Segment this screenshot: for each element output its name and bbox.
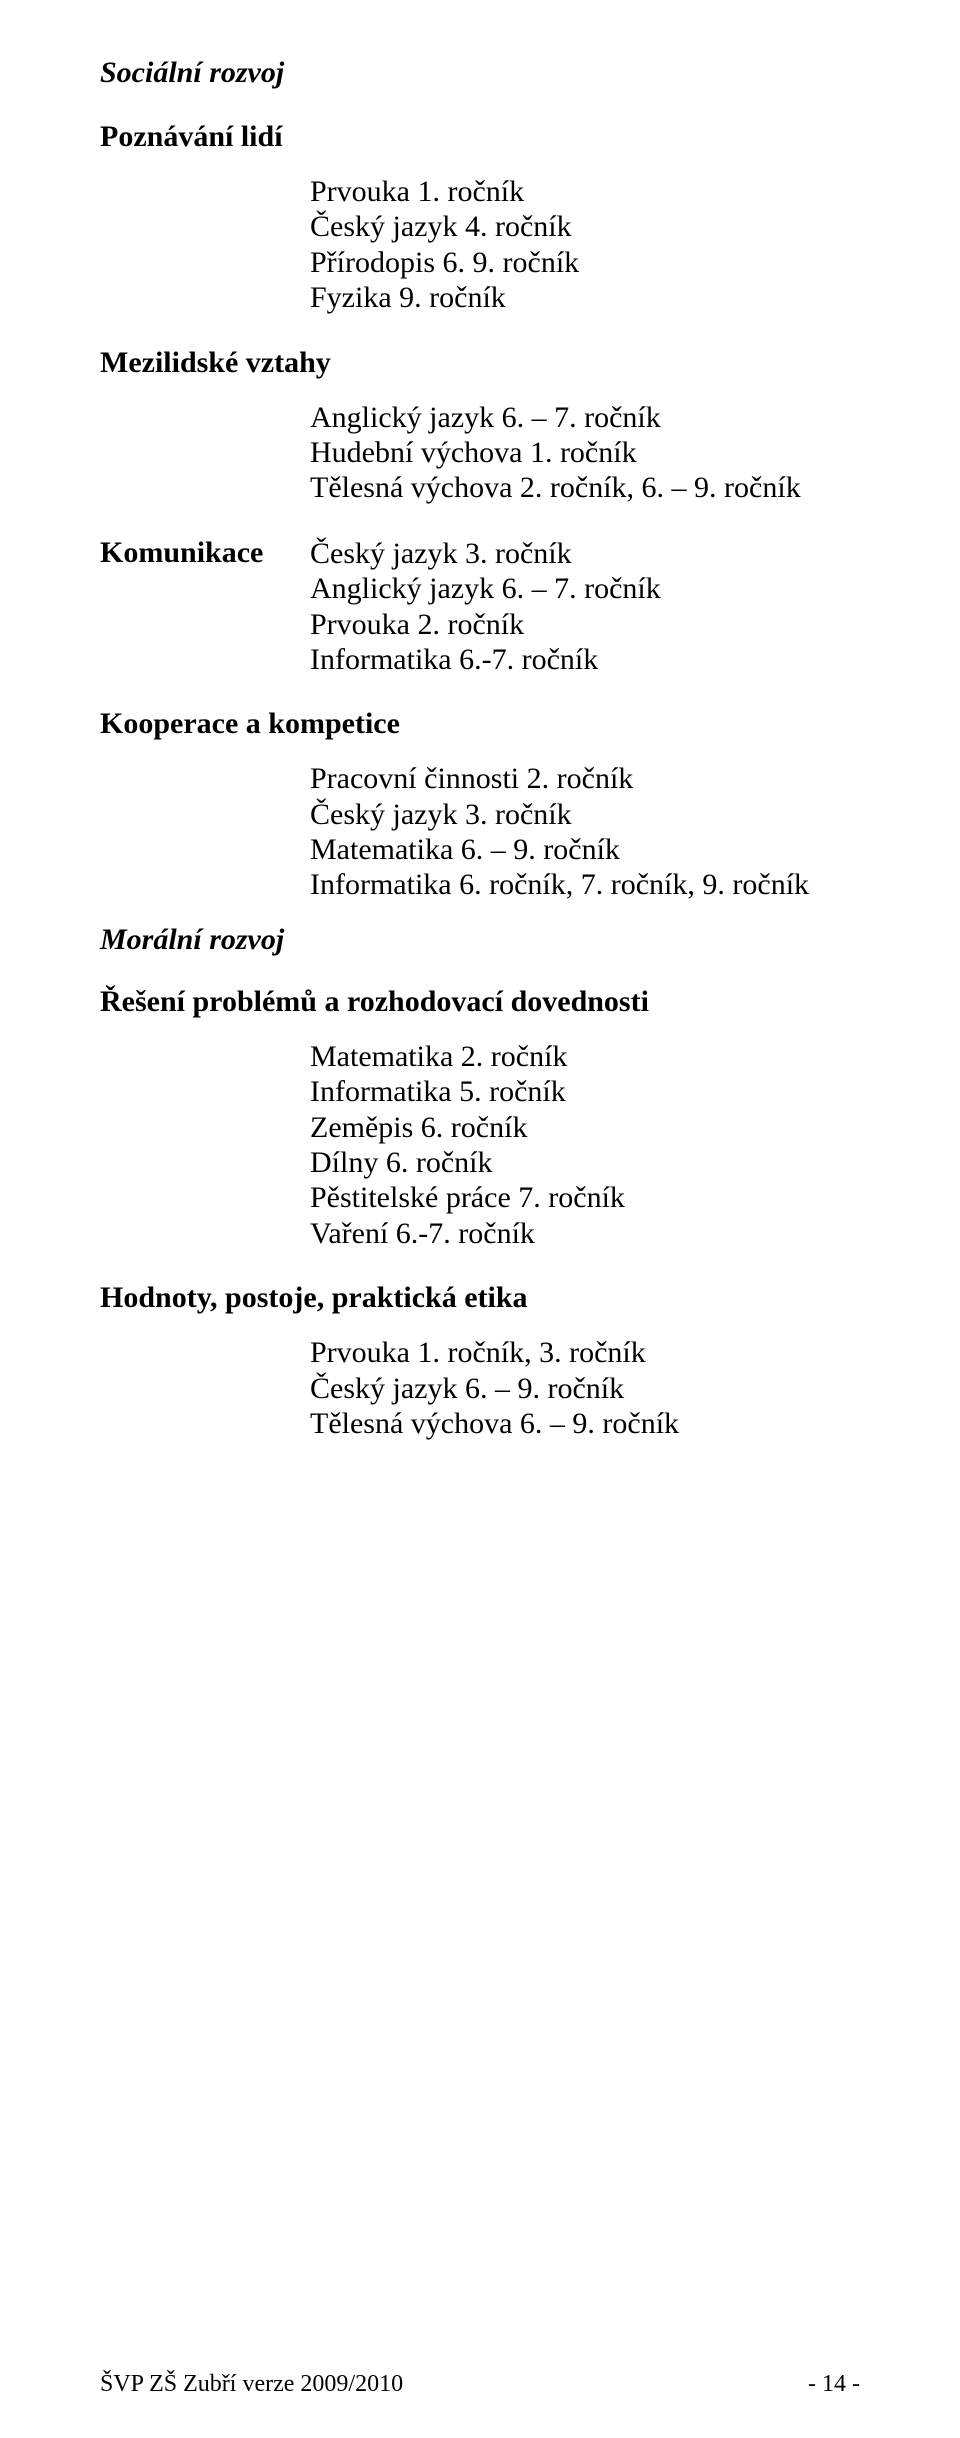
list-item: Informatika 5. ročník [310,1074,860,1109]
list-item: Český jazyk 6. – 9. ročník [310,1371,860,1406]
list-item: Prvouka 2. ročník [310,607,860,642]
list-item: Anglický jazyk 6. – 7. ročník [310,571,860,606]
heading-kooperace: Kooperace a kompetice [100,707,860,741]
list-item: Pracovní činnosti 2. ročník [310,761,860,796]
list-item: Prvouka 1. ročník, 3. ročník [310,1335,860,1370]
list-komunikace: Český jazyk 3. ročník Anglický jazyk 6. … [310,536,860,678]
list-item: Zeměpis 6. ročník [310,1110,860,1145]
list-item: Vaření 6.-7. ročník [310,1216,860,1251]
list-item: Pěstitelské práce 7. ročník [310,1180,860,1215]
list-item: Matematika 2. ročník [310,1039,860,1074]
heading-poznavani-lidi: Poznávání lidí [100,120,860,154]
heading-mezilidske-vztahy: Mezilidské vztahy [100,346,860,380]
list-item: Informatika 6. ročník, 7. ročník, 9. roč… [310,867,860,902]
section-title-socialni-rozvoj: Sociální rozvoj [100,56,860,90]
list-item: Dílny 6. ročník [310,1145,860,1180]
list-item: Informatika 6.-7. ročník [310,642,860,677]
list-item: Matematika 6. – 9. ročník [310,832,860,867]
list-item: Anglický jazyk 6. – 7. ročník [310,400,860,435]
footer-page-number: - 14 - [808,2371,860,2398]
row-komunikace: Komunikace Český jazyk 3. ročník Anglick… [100,536,860,678]
list-item: Prvouka 1. ročník [310,174,860,209]
list-item: Tělesná výchova 2. ročník, 6. – 9. roční… [310,470,860,505]
footer-version: ŠVP ZŠ Zubří verze 2009/2010 [100,2371,403,2398]
list-kooperace: Pracovní činnosti 2. ročník Český jazyk … [310,761,860,903]
list-item: Český jazyk 3. ročník [310,536,860,571]
list-hodnoty: Prvouka 1. ročník, 3. ročník Český jazyk… [310,1335,860,1441]
list-item: Tělesná výchova 6. – 9. ročník [310,1406,860,1441]
heading-reseni: Řešení problémů a rozhodovací dovednosti [100,985,860,1019]
list-poznavani: Prvouka 1. ročník Český jazyk 4. ročník … [310,174,860,316]
list-item: Hudební výchova 1. ročník [310,435,860,470]
document-page: Sociální rozvoj Poznávání lidí Prvouka 1… [0,0,960,2438]
list-item: Český jazyk 4. ročník [310,209,860,244]
list-reseni: Matematika 2. ročník Informatika 5. ročn… [310,1039,860,1251]
list-item: Český jazyk 3. ročník [310,797,860,832]
page-footer: ŠVP ZŠ Zubří verze 2009/2010 - 14 - [100,2371,860,2398]
heading-hodnoty: Hodnoty, postoje, praktická etika [100,1281,860,1315]
list-item: Přírodopis 6. 9. ročník [310,245,860,280]
heading-komunikace: Komunikace [100,536,310,570]
list-mezilidske: Anglický jazyk 6. – 7. ročník Hudební vý… [310,400,860,506]
list-item: Fyzika 9. ročník [310,280,860,315]
section-title-moralni-rozvoj: Morální rozvoj [100,923,860,957]
